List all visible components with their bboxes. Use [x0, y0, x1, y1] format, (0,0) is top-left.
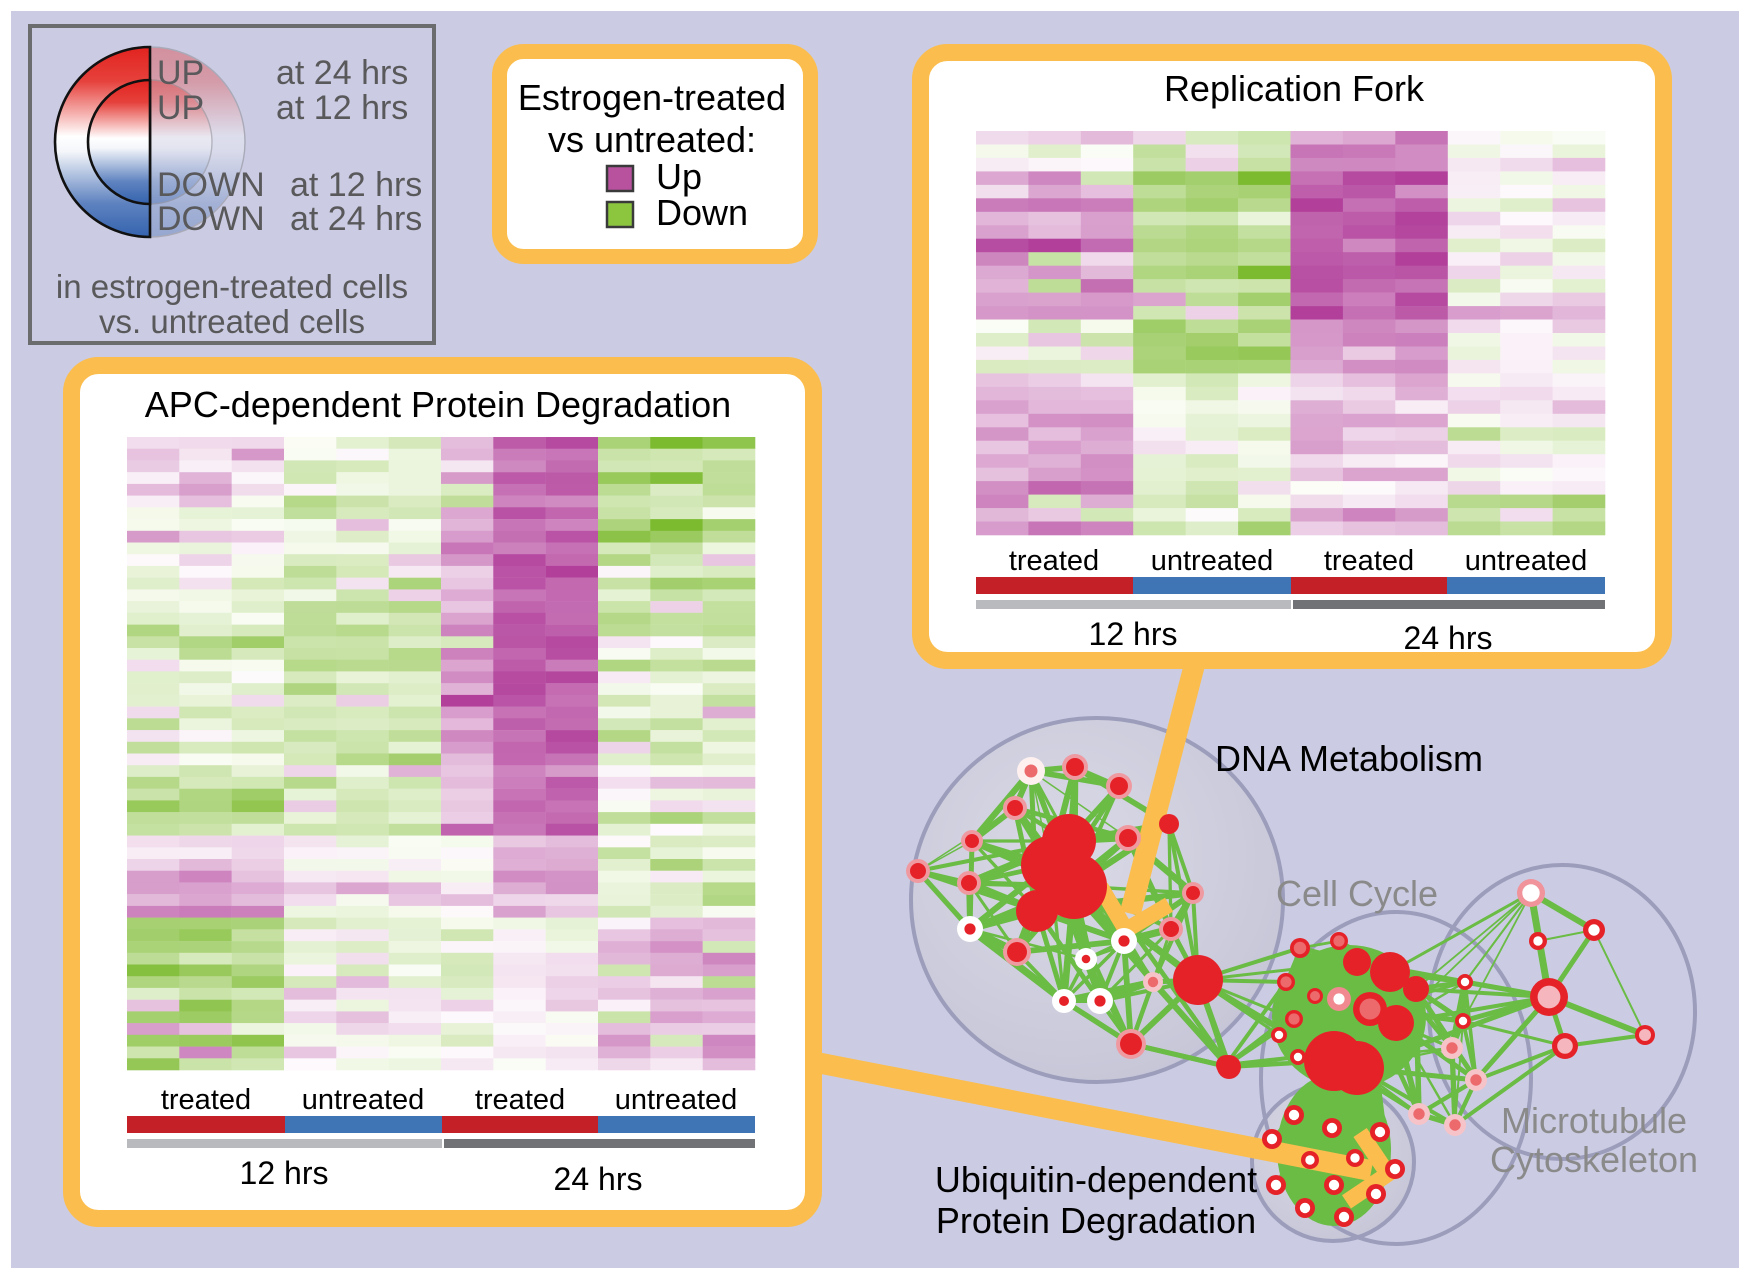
svg-text:Microtubule: Microtubule — [1501, 1100, 1687, 1141]
svg-text:at 12 hrs: at 12 hrs — [276, 89, 408, 127]
svg-text:untreated: untreated — [302, 1084, 425, 1116]
svg-text:Down: Down — [656, 192, 748, 233]
svg-text:DOWN: DOWN — [157, 166, 265, 204]
svg-text:vs untreated:: vs untreated: — [548, 119, 756, 160]
svg-text:untreated: untreated — [615, 1084, 738, 1116]
svg-text:treated: treated — [1324, 545, 1414, 577]
svg-text:untreated: untreated — [1151, 545, 1274, 577]
svg-text:24 hrs: 24 hrs — [1404, 620, 1493, 656]
svg-text:Estrogen-treated: Estrogen-treated — [518, 77, 786, 118]
svg-text:UP: UP — [157, 54, 204, 92]
svg-text:in estrogen-treated cells: in estrogen-treated cells — [56, 268, 408, 305]
svg-text:Up: Up — [656, 156, 702, 197]
svg-text:treated: treated — [1009, 545, 1099, 577]
svg-text:DNA Metabolism: DNA Metabolism — [1215, 738, 1483, 779]
svg-text:DOWN: DOWN — [157, 200, 265, 238]
svg-text:Cell Cycle: Cell Cycle — [1276, 873, 1438, 914]
svg-text:Protein Degradation: Protein Degradation — [936, 1200, 1256, 1241]
svg-text:UP: UP — [157, 89, 204, 127]
svg-text:Cytoskeleton: Cytoskeleton — [1490, 1139, 1698, 1180]
svg-text:untreated: untreated — [1465, 545, 1588, 577]
svg-text:Ubiquitin-dependent: Ubiquitin-dependent — [935, 1159, 1257, 1200]
svg-text:at 12 hrs: at 12 hrs — [290, 166, 422, 204]
svg-text:at 24 hrs: at 24 hrs — [276, 54, 408, 92]
svg-text:treated: treated — [161, 1084, 251, 1116]
svg-text:24 hrs: 24 hrs — [554, 1161, 643, 1197]
svg-text:APC-dependent Protein Degradat: APC-dependent Protein Degradation — [145, 384, 731, 425]
svg-text:12 hrs: 12 hrs — [1089, 616, 1178, 652]
svg-text:treated: treated — [475, 1084, 565, 1116]
svg-text:at 24 hrs: at 24 hrs — [290, 200, 422, 238]
svg-text:vs. untreated cells: vs. untreated cells — [99, 303, 365, 340]
svg-text:12 hrs: 12 hrs — [240, 1155, 329, 1191]
svg-text:Replication Fork: Replication Fork — [1164, 68, 1425, 109]
